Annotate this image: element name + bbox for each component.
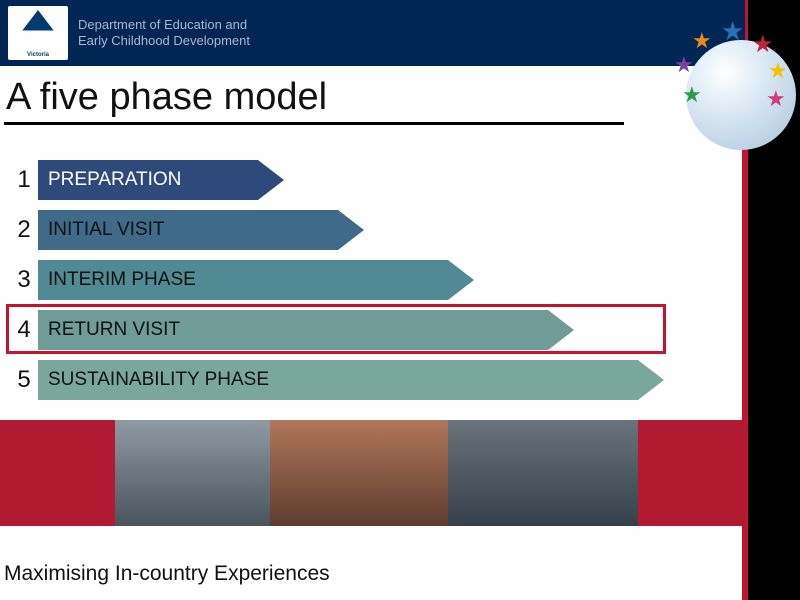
phase-row: 1 PREPARATION xyxy=(10,158,720,202)
phase-label: RETURN VISIT xyxy=(48,319,180,341)
phase-arrow: INITIAL VISIT xyxy=(38,210,338,250)
footer-text: Maximising In-country Experiences xyxy=(4,562,330,586)
phase-number: 2 xyxy=(10,216,38,244)
victoria-logo-text: Victoria xyxy=(8,52,68,58)
phase-label: INITIAL VISIT xyxy=(48,219,165,241)
photo-children-1 xyxy=(115,420,270,526)
header-bar: Victoria Department of Education and Ear… xyxy=(0,0,745,66)
photo-strip xyxy=(115,420,638,526)
phase-number: 5 xyxy=(10,366,38,394)
phase-row: 4 RETURN VISIT xyxy=(10,308,720,352)
title-underline xyxy=(4,122,624,125)
phase-arrow: SUSTAINABILITY PHASE xyxy=(38,360,638,400)
star-icon: ★ xyxy=(692,28,712,54)
phase-number: 3 xyxy=(10,266,38,294)
dept-line-2: Early Childhood Development xyxy=(78,33,250,49)
victoria-logo: Victoria xyxy=(8,6,68,60)
phase-label: SUSTAINABILITY PHASE xyxy=(48,369,269,391)
star-icon: ★ xyxy=(766,86,786,112)
photo-classroom xyxy=(448,420,638,526)
star-globe-emblem: ★ ★ ★ ★ ★ ★ ★ xyxy=(666,20,800,160)
star-icon: ★ xyxy=(721,16,744,47)
photo-children-2 xyxy=(270,420,448,526)
phase-number: 1 xyxy=(10,166,38,194)
phase-label: PREPARATION xyxy=(48,169,181,191)
star-icon: ★ xyxy=(752,30,774,59)
phase-row: 5 SUSTAINABILITY PHASE xyxy=(10,358,720,402)
slide-title: A five phase model xyxy=(6,76,327,119)
phase-arrow: RETURN VISIT xyxy=(38,310,548,350)
phase-label: INTERIM PHASE xyxy=(48,269,196,291)
phase-list: 1 PREPARATION 2 INITIAL VISIT 3 INTERIM PHASE… xyxy=(10,158,720,408)
phase-number: 4 xyxy=(10,316,38,344)
header-dept-text: Department of Education and Early Childh… xyxy=(78,17,250,48)
star-icon: ★ xyxy=(674,52,694,78)
phase-arrow: PREPARATION xyxy=(38,160,258,200)
star-icon: ★ xyxy=(768,58,788,84)
phase-row: 3 INTERIM PHASE xyxy=(10,258,720,302)
star-icon: ★ xyxy=(682,82,702,108)
phase-row: 2 INITIAL VISIT xyxy=(10,208,720,252)
phase-arrow: INTERIM PHASE xyxy=(38,260,448,300)
dept-line-1: Department of Education and xyxy=(78,17,250,33)
